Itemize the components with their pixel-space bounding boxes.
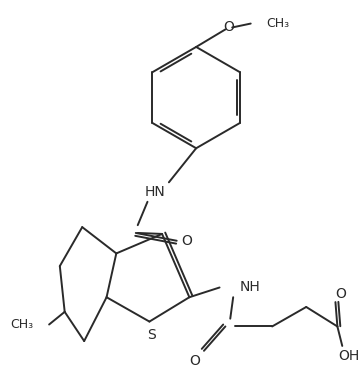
Text: O: O [223,21,234,35]
Text: O: O [181,234,192,248]
Text: O: O [189,353,200,367]
Text: O: O [335,287,346,301]
Text: HN: HN [145,185,166,199]
Text: CH₃: CH₃ [10,318,34,331]
Text: OH: OH [339,349,360,363]
Text: S: S [147,328,156,342]
Text: NH: NH [240,281,261,294]
Text: CH₃: CH₃ [266,17,290,30]
